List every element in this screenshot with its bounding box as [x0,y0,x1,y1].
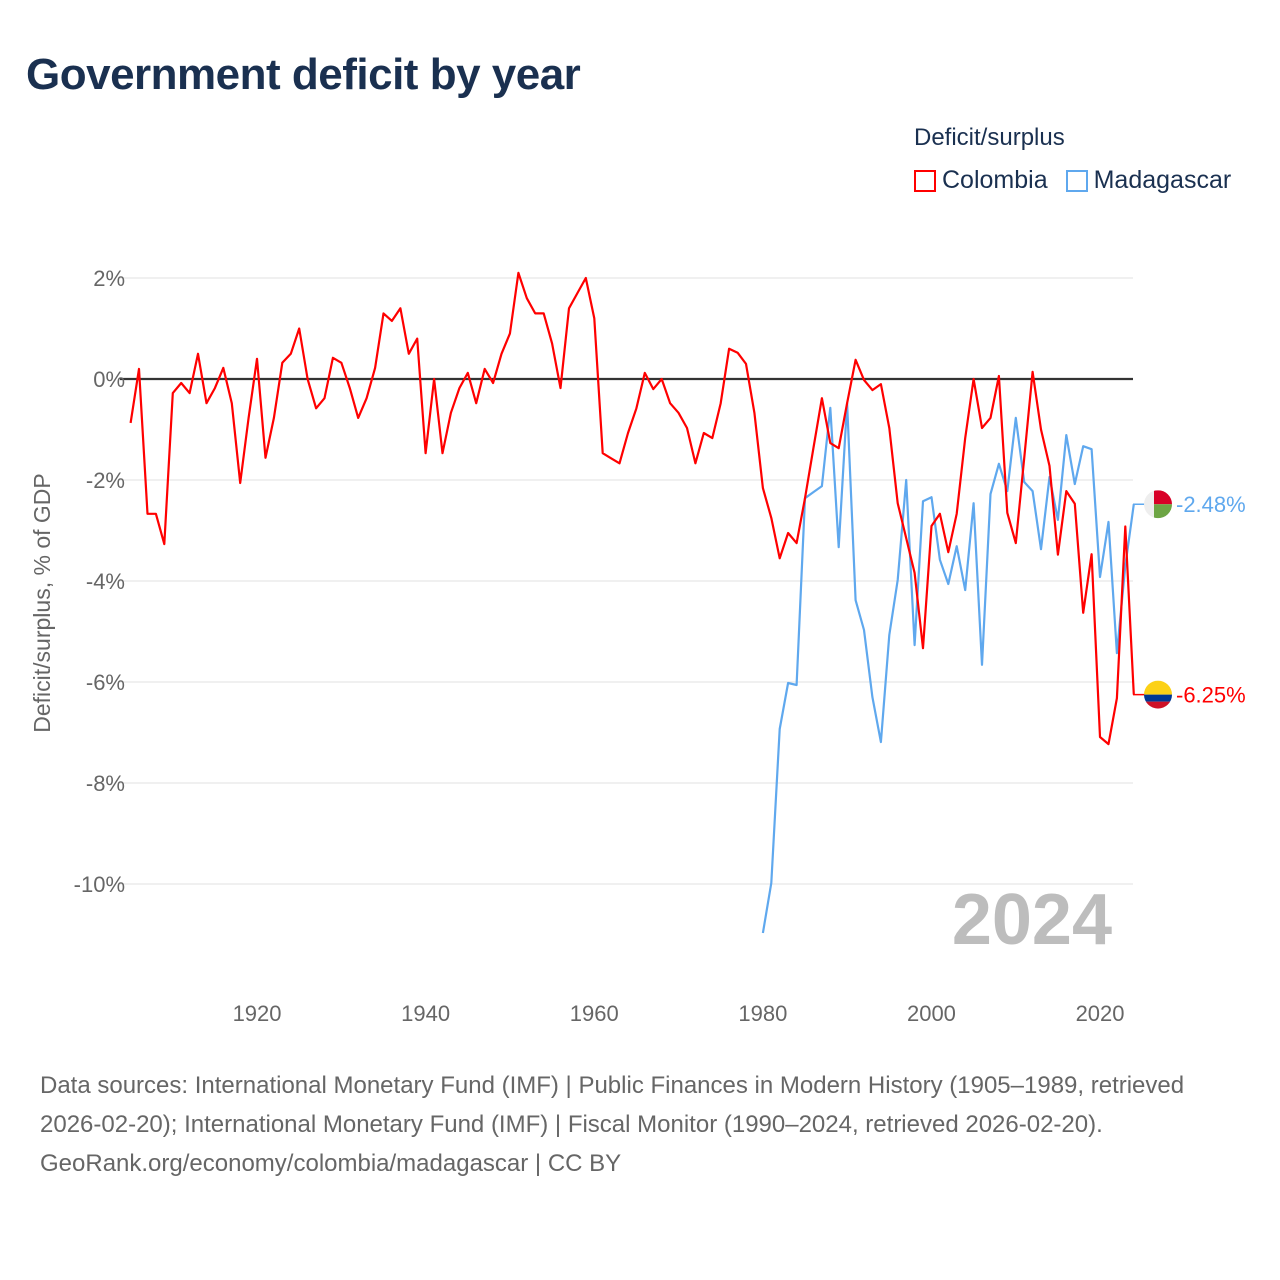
y-tick-label: -6% [86,670,125,695]
x-tick-label: 1980 [738,1001,787,1026]
flag-band [1144,701,1172,709]
y-tick-label: 2% [93,266,125,291]
end-value-label: -2.48% [1176,492,1246,517]
series-line-colombia [129,271,1135,746]
y-tick-label: -4% [86,569,125,594]
flag-band [1144,490,1154,519]
source-link[interactable]: GeoRank.org/economy/colombia/madagascar … [40,1150,622,1177]
series-line-madagascar [761,402,1135,934]
end-value-label: -6.25% [1176,683,1246,708]
colombia-flag-icon [1144,680,1172,709]
legend-swatch-madagascar [1065,169,1088,192]
flag-band [1154,490,1172,505]
legend-swatch-colombia [914,169,936,192]
flag-band [1154,504,1172,519]
year-label: 2024 [952,880,1112,960]
y-axis-label: Deficit/surplus, % of GDP [29,473,55,732]
y-tick-label: -8% [86,771,125,796]
data-sources: Data sources: International Monetary Fun… [40,1072,1185,1138]
legend-label: Madagascar [1093,166,1232,194]
x-tick-label: 2020 [1076,1001,1125,1026]
legend-item-colombia[interactable]: Colombia [914,166,1048,195]
y-tick-label: -10% [74,872,125,897]
legend: Colombia Madagascar [914,166,1231,195]
madagascar-flag-icon [1144,490,1172,519]
footer: Data sources: International Monetary Fun… [40,1066,1240,1183]
chart-title: Government deficit by year [26,50,581,99]
x-tick-label: 1960 [570,1001,619,1026]
flag-band [1144,680,1172,695]
y-tick-label: -2% [86,468,125,493]
legend-label: Colombia [942,166,1048,194]
x-tick-label: 2000 [907,1001,956,1026]
flag-band [1144,694,1172,702]
x-tick-label: 1920 [233,1001,282,1026]
x-tick-label: 1940 [401,1001,450,1026]
y-tick-label: 0% [93,367,125,392]
legend-item-madagascar[interactable]: Madagascar [1065,166,1232,195]
legend-title: Deficit/surplus [914,124,1065,151]
